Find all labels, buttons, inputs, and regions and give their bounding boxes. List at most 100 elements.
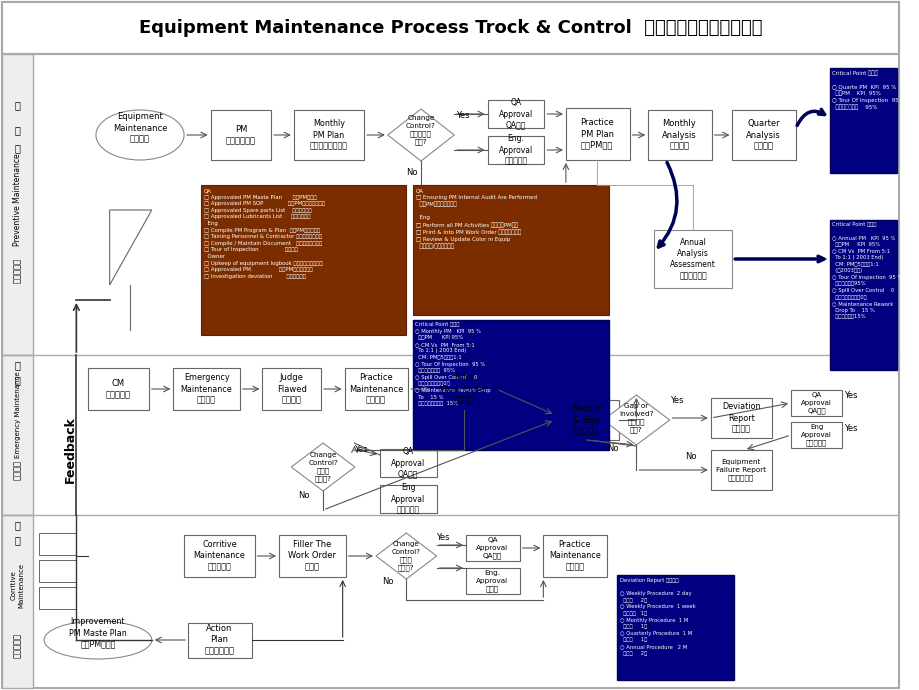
- FancyBboxPatch shape: [487, 100, 544, 128]
- Text: QA
Approval
QA批准: QA Approval QA批准: [498, 99, 532, 130]
- Text: 检: 检: [15, 100, 20, 110]
- Text: Equipment Maintenance Process Trock & Control  设备维修管理跟踪和控制: Equipment Maintenance Process Trock & Co…: [139, 19, 761, 37]
- FancyBboxPatch shape: [2, 515, 33, 688]
- FancyBboxPatch shape: [653, 230, 732, 288]
- FancyBboxPatch shape: [466, 535, 519, 561]
- FancyBboxPatch shape: [2, 2, 898, 54]
- FancyBboxPatch shape: [790, 422, 841, 448]
- Polygon shape: [109, 210, 152, 285]
- FancyBboxPatch shape: [2, 355, 33, 515]
- Text: QA
□ Ensuring PM Internal Audit Are Performed
  确保PM内审能够及时行

  Eng
□ Perform all: QA □ Ensuring PM Internal Audit Are Perf…: [415, 188, 537, 249]
- FancyBboxPatch shape: [187, 623, 252, 658]
- Text: 维: 维: [15, 520, 20, 530]
- Text: Yes: Yes: [436, 533, 448, 542]
- FancyBboxPatch shape: [790, 390, 841, 416]
- Text: Yes: Yes: [354, 444, 368, 453]
- FancyBboxPatch shape: [432, 368, 496, 410]
- Text: Filler The
Work Order
填工单: Filler The Work Order 填工单: [288, 540, 336, 571]
- Text: Filler
Work Order
补填工单: Filler Work Order 补填工单: [439, 373, 488, 404]
- Text: Equipment
Maintenance
设备维修: Equipment Maintenance 设备维修: [113, 112, 167, 144]
- FancyBboxPatch shape: [2, 2, 898, 688]
- FancyBboxPatch shape: [40, 587, 76, 609]
- Text: Deviation Report 偏差报告

○ Weekly Procedure  2 day
  周程序     2天
○ Weekly Procedure: Deviation Report 偏差报告 ○ Weekly Procedure…: [619, 578, 695, 656]
- Text: Emergency Maintenance: Emergency Maintenance: [15, 372, 20, 458]
- Polygon shape: [291, 443, 355, 491]
- FancyBboxPatch shape: [345, 368, 408, 410]
- Text: Feedback: Feedback: [64, 417, 77, 484]
- Text: No: No: [685, 451, 696, 460]
- Text: No: No: [607, 444, 618, 453]
- FancyBboxPatch shape: [380, 449, 437, 477]
- Text: Change
Control?
需要变
更控制?: Change Control? 需要变 更控制?: [308, 452, 337, 482]
- FancyBboxPatch shape: [466, 568, 519, 594]
- Text: Record
& Sign
记录和签字: Record & Sign 记录和签字: [572, 404, 600, 435]
- Text: PM
预防维修程序: PM 预防维修程序: [225, 125, 255, 145]
- Text: QA
□ Approvaled PM Maste Plan      批准PM主计划
□ Approvaled PM SOP              批准PM: QA □ Approvaled PM Maste Plan 批准PM主计划 □ …: [203, 188, 324, 279]
- FancyBboxPatch shape: [710, 398, 771, 438]
- Text: Practice
Maintenance
实施维修: Practice Maintenance 实施维修: [348, 373, 403, 404]
- FancyBboxPatch shape: [829, 220, 896, 370]
- Text: Eng
Approval
工程部批准: Eng Approval 工程部批准: [391, 484, 425, 515]
- Text: Judge
Flawed
鉴别故障: Judge Flawed 鉴别故障: [277, 373, 306, 404]
- FancyBboxPatch shape: [543, 535, 607, 577]
- FancyBboxPatch shape: [40, 533, 76, 555]
- FancyBboxPatch shape: [200, 185, 406, 335]
- FancyBboxPatch shape: [554, 400, 618, 440]
- Ellipse shape: [44, 621, 152, 659]
- Text: Monthly
Analysis
月度分析: Monthly Analysis 月度分析: [662, 119, 696, 150]
- Text: Preventive Maintenance: Preventive Maintenance: [13, 154, 22, 246]
- FancyBboxPatch shape: [2, 54, 33, 355]
- Text: Corritive
Maintenance: Corritive Maintenance: [11, 562, 24, 608]
- Text: Critical Point 关键点

○ Quarte PM  KPI  95 %
  季度PM    KPI  95%
○ Tour Of Inspecti: Critical Point 关键点 ○ Quarte PM KPI 95 % …: [832, 70, 904, 110]
- Polygon shape: [387, 109, 454, 161]
- FancyBboxPatch shape: [710, 450, 771, 490]
- Text: No: No: [406, 168, 417, 177]
- FancyBboxPatch shape: [262, 368, 321, 410]
- FancyBboxPatch shape: [732, 110, 795, 160]
- FancyBboxPatch shape: [487, 136, 544, 164]
- Text: QA
Approval
QA批准: QA Approval QA批准: [800, 392, 831, 414]
- Text: Critical Point 关键点
○ Monthly PM   KPI  95 %
  月度PM      KPI 95%
○ CM Vs  PM  Fro: Critical Point 关键点 ○ Monthly PM KPI 95 %…: [414, 322, 490, 406]
- Text: 修: 修: [15, 375, 20, 385]
- Text: Improvement
PM Maste Plan
改进PM主计划: Improvement PM Maste Plan 改进PM主计划: [69, 618, 127, 649]
- FancyBboxPatch shape: [278, 535, 346, 577]
- FancyBboxPatch shape: [616, 575, 733, 680]
- Text: QA
Approval
QA批准: QA Approval QA批准: [391, 447, 425, 479]
- Text: Corritive
Maintenance
纠正性维修: Corritive Maintenance 纠正性维修: [193, 540, 245, 571]
- Text: Practice
PM Plan
执行PM计划: Practice PM Plan 执行PM计划: [580, 119, 614, 150]
- FancyBboxPatch shape: [88, 368, 149, 410]
- Text: Quarter
Analysis
季度分析: Quarter Analysis 季度分析: [745, 119, 780, 150]
- FancyBboxPatch shape: [40, 560, 76, 582]
- Text: Action
Plan
整改行动计划: Action Plan 整改行动计划: [204, 624, 234, 656]
- FancyBboxPatch shape: [413, 320, 608, 450]
- Text: Gap or
Involved?
超差或偏
差吗?: Gap or Involved? 超差或偏 差吗?: [618, 403, 652, 433]
- Text: Emergency
Maintenance
紧急维修: Emergency Maintenance 紧急维修: [180, 373, 233, 404]
- Text: 紧急维修: 紧急维修: [13, 460, 22, 480]
- Text: Practice
Maintenance
执行维修: Practice Maintenance 执行维修: [549, 540, 600, 571]
- Text: Eng.
Approval
工程部: Eng. Approval 工程部: [476, 570, 508, 592]
- Text: Critical Point 关键点

○ Annual PM   KPI  95 %
  年度PM     KPI  95%
○ CM Vs  PM From: Critical Point 关键点 ○ Annual PM KPI 95 % …: [832, 222, 902, 319]
- Text: Monthly
PM Plan
月度预防维修计划: Monthly PM Plan 月度预防维修计划: [310, 119, 347, 150]
- Text: Eng
Approval
工程部批准: Eng Approval 工程部批准: [800, 424, 831, 446]
- Text: CM
纠正性维修: CM 纠正性维修: [106, 379, 130, 399]
- Text: 维: 维: [15, 360, 20, 370]
- Text: Yes: Yes: [456, 110, 470, 119]
- Text: Deviation
Report
偏差报告: Deviation Report 偏差报告: [721, 402, 760, 433]
- Polygon shape: [376, 533, 437, 579]
- FancyBboxPatch shape: [413, 185, 608, 315]
- Text: Annual
Analysis
Assessment
年度分析评估: Annual Analysis Assessment 年度分析评估: [670, 238, 715, 280]
- Text: No: No: [381, 578, 393, 586]
- Text: Yes: Yes: [843, 391, 857, 400]
- FancyBboxPatch shape: [648, 110, 711, 160]
- Text: 修: 修: [15, 535, 20, 545]
- FancyBboxPatch shape: [565, 108, 629, 160]
- FancyBboxPatch shape: [293, 110, 364, 160]
- FancyBboxPatch shape: [829, 68, 896, 173]
- FancyBboxPatch shape: [173, 368, 240, 410]
- Text: 预防性维修: 预防性维修: [13, 257, 22, 282]
- Text: 维: 维: [15, 125, 20, 135]
- Text: 预: 预: [15, 143, 20, 153]
- Text: Eng.
Approval
工程部批准: Eng. Approval 工程部批准: [498, 135, 532, 166]
- Text: Yes: Yes: [669, 395, 683, 404]
- FancyBboxPatch shape: [380, 485, 437, 513]
